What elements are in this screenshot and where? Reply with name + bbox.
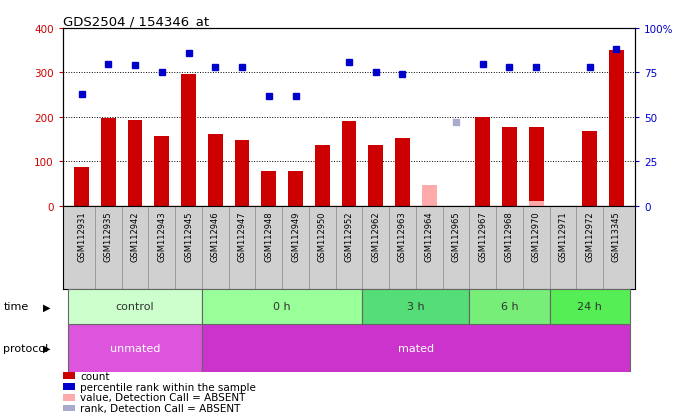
Text: percentile rank within the sample: percentile rank within the sample bbox=[80, 382, 256, 392]
Bar bbox=[288, 172, 303, 206]
Bar bbox=[475, 118, 490, 206]
Text: GSM112964: GSM112964 bbox=[425, 211, 433, 261]
Text: 6 h: 6 h bbox=[500, 301, 519, 312]
Text: GSM112965: GSM112965 bbox=[452, 211, 461, 261]
Text: ▶: ▶ bbox=[43, 301, 51, 312]
Text: GSM112968: GSM112968 bbox=[505, 211, 514, 261]
Bar bbox=[208, 135, 223, 206]
Text: GSM112950: GSM112950 bbox=[318, 211, 327, 261]
Bar bbox=[128, 121, 142, 206]
Text: GSM112967: GSM112967 bbox=[478, 211, 487, 261]
Text: GSM112947: GSM112947 bbox=[237, 211, 246, 261]
Text: ▶: ▶ bbox=[43, 343, 51, 353]
Bar bbox=[68, 324, 202, 372]
Text: GDS2504 / 154346_at: GDS2504 / 154346_at bbox=[63, 15, 209, 28]
Text: GSM112949: GSM112949 bbox=[291, 211, 300, 261]
Bar bbox=[315, 145, 329, 206]
Text: GSM112946: GSM112946 bbox=[211, 211, 220, 261]
Bar bbox=[395, 139, 410, 206]
Text: time: time bbox=[3, 301, 29, 312]
Text: GSM112948: GSM112948 bbox=[265, 211, 273, 261]
Bar bbox=[502, 128, 517, 206]
Bar bbox=[202, 324, 630, 372]
Bar bbox=[154, 137, 169, 206]
Bar bbox=[68, 289, 202, 324]
Bar bbox=[636, 180, 651, 206]
Text: count: count bbox=[80, 371, 110, 381]
Text: mated: mated bbox=[398, 343, 434, 353]
Text: GSM112931: GSM112931 bbox=[77, 211, 86, 261]
Bar bbox=[202, 289, 362, 324]
Text: control: control bbox=[116, 301, 154, 312]
Text: 0 h: 0 h bbox=[274, 301, 291, 312]
Bar bbox=[235, 141, 249, 206]
Bar bbox=[101, 119, 116, 206]
Bar bbox=[582, 132, 597, 206]
Text: 24 h: 24 h bbox=[577, 301, 602, 312]
Text: GSM112945: GSM112945 bbox=[184, 211, 193, 261]
Bar bbox=[181, 75, 196, 206]
Text: GSM112943: GSM112943 bbox=[157, 211, 166, 261]
Text: GSM112963: GSM112963 bbox=[398, 211, 407, 261]
Bar bbox=[341, 121, 357, 206]
Text: GSM112972: GSM112972 bbox=[585, 211, 594, 261]
Bar bbox=[369, 146, 383, 206]
Text: GSM112962: GSM112962 bbox=[371, 211, 380, 261]
Text: GSM112942: GSM112942 bbox=[131, 211, 140, 261]
Text: GSM112971: GSM112971 bbox=[558, 211, 567, 261]
Text: rank, Detection Call = ABSENT: rank, Detection Call = ABSENT bbox=[80, 403, 241, 413]
Bar bbox=[74, 167, 89, 206]
Bar bbox=[422, 185, 436, 206]
Text: protocol: protocol bbox=[3, 343, 49, 353]
Text: unmated: unmated bbox=[110, 343, 161, 353]
Bar bbox=[549, 289, 630, 324]
Text: GSM112935: GSM112935 bbox=[104, 211, 113, 261]
Text: 3 h: 3 h bbox=[407, 301, 424, 312]
Bar bbox=[362, 289, 469, 324]
Text: GSM112952: GSM112952 bbox=[345, 211, 353, 261]
Bar bbox=[609, 51, 624, 206]
Bar bbox=[262, 172, 276, 206]
Text: value, Detection Call = ABSENT: value, Detection Call = ABSENT bbox=[80, 392, 246, 402]
Bar bbox=[529, 128, 544, 206]
Text: GSM112970: GSM112970 bbox=[532, 211, 541, 261]
Bar bbox=[469, 289, 549, 324]
Text: GSM113345: GSM113345 bbox=[612, 211, 621, 261]
Bar bbox=[529, 201, 544, 206]
